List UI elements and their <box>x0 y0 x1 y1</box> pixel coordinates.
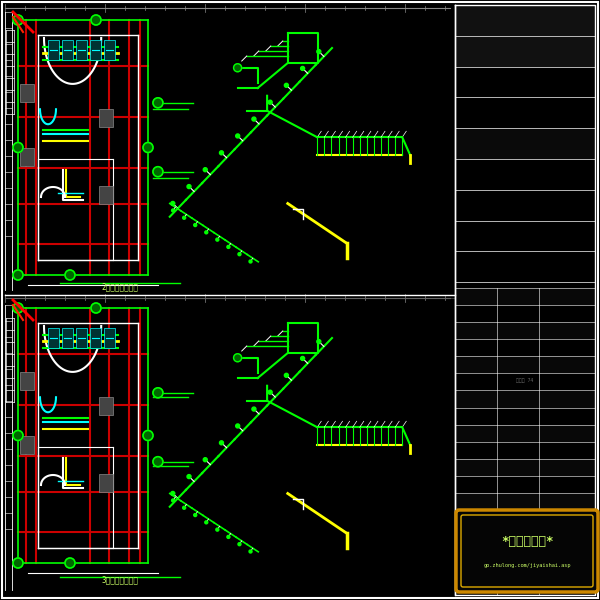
Circle shape <box>153 167 163 176</box>
FancyBboxPatch shape <box>456 510 598 592</box>
Circle shape <box>238 542 241 545</box>
Circle shape <box>284 83 289 88</box>
Bar <box>104 328 115 348</box>
Circle shape <box>143 142 153 152</box>
Bar <box>98 474 113 492</box>
Circle shape <box>171 491 175 496</box>
Circle shape <box>182 506 185 509</box>
Circle shape <box>203 167 207 172</box>
Circle shape <box>13 558 23 568</box>
Circle shape <box>233 354 242 362</box>
Text: go.zhulong.com/jiyaishai.asp: go.zhulong.com/jiyaishai.asp <box>483 563 571 568</box>
Bar <box>20 372 34 390</box>
Circle shape <box>227 535 230 538</box>
Circle shape <box>172 209 175 212</box>
Bar <box>76 40 87 60</box>
Circle shape <box>249 260 252 263</box>
Bar <box>455 391 595 407</box>
Circle shape <box>284 373 289 377</box>
Bar <box>98 397 113 415</box>
Circle shape <box>301 67 305 70</box>
Bar <box>104 40 115 60</box>
Text: 2楼卫生间大样图: 2楼卫生间大样图 <box>101 282 139 291</box>
Circle shape <box>317 50 321 53</box>
Bar <box>455 425 595 442</box>
Bar <box>455 322 595 340</box>
Bar <box>20 84 34 102</box>
Bar <box>455 493 595 510</box>
Circle shape <box>252 407 256 411</box>
Text: 3楼卫生间大样图: 3楼卫生间大样图 <box>101 575 139 584</box>
Circle shape <box>65 558 75 568</box>
Circle shape <box>236 134 240 138</box>
Circle shape <box>13 431 23 440</box>
Circle shape <box>187 475 191 479</box>
Bar <box>98 109 113 127</box>
Bar <box>455 458 595 476</box>
Circle shape <box>194 224 197 227</box>
Text: *筑龙给排水*: *筑龙给排水* <box>501 535 553 548</box>
Bar <box>90 328 101 348</box>
Circle shape <box>13 15 23 25</box>
Circle shape <box>65 270 75 280</box>
Circle shape <box>13 270 23 280</box>
Circle shape <box>171 202 175 205</box>
Bar <box>455 5 595 595</box>
Circle shape <box>236 424 240 428</box>
Bar <box>90 40 101 60</box>
Circle shape <box>153 457 163 467</box>
Circle shape <box>153 388 163 398</box>
Text: 给排水 74: 给排水 74 <box>517 378 533 383</box>
Bar <box>48 328 59 348</box>
Bar <box>76 328 87 348</box>
Bar <box>455 527 595 544</box>
Bar <box>455 288 595 305</box>
Bar <box>48 40 59 60</box>
Circle shape <box>227 245 230 248</box>
Circle shape <box>203 458 207 461</box>
Circle shape <box>13 142 23 152</box>
Circle shape <box>220 151 223 155</box>
Circle shape <box>216 238 219 241</box>
Circle shape <box>205 521 208 524</box>
Circle shape <box>182 216 185 219</box>
Circle shape <box>268 390 272 394</box>
Bar <box>455 128 595 159</box>
Circle shape <box>194 514 197 517</box>
Circle shape <box>13 303 23 313</box>
Circle shape <box>317 340 321 344</box>
Circle shape <box>143 431 153 440</box>
Circle shape <box>91 303 101 313</box>
Circle shape <box>172 499 175 502</box>
Bar <box>98 186 113 204</box>
Circle shape <box>216 528 219 531</box>
Bar <box>455 5 595 67</box>
Bar <box>455 356 595 373</box>
Bar <box>455 561 595 578</box>
Bar <box>62 328 73 348</box>
Circle shape <box>233 64 242 72</box>
Bar <box>20 436 34 454</box>
Circle shape <box>301 356 305 361</box>
Bar <box>20 148 34 166</box>
Circle shape <box>249 550 252 553</box>
Circle shape <box>252 117 256 121</box>
Circle shape <box>205 231 208 234</box>
Circle shape <box>91 15 101 25</box>
Circle shape <box>187 185 191 188</box>
Circle shape <box>268 100 272 104</box>
Circle shape <box>153 98 163 108</box>
Bar <box>62 40 73 60</box>
Circle shape <box>238 253 241 256</box>
Circle shape <box>220 441 223 445</box>
